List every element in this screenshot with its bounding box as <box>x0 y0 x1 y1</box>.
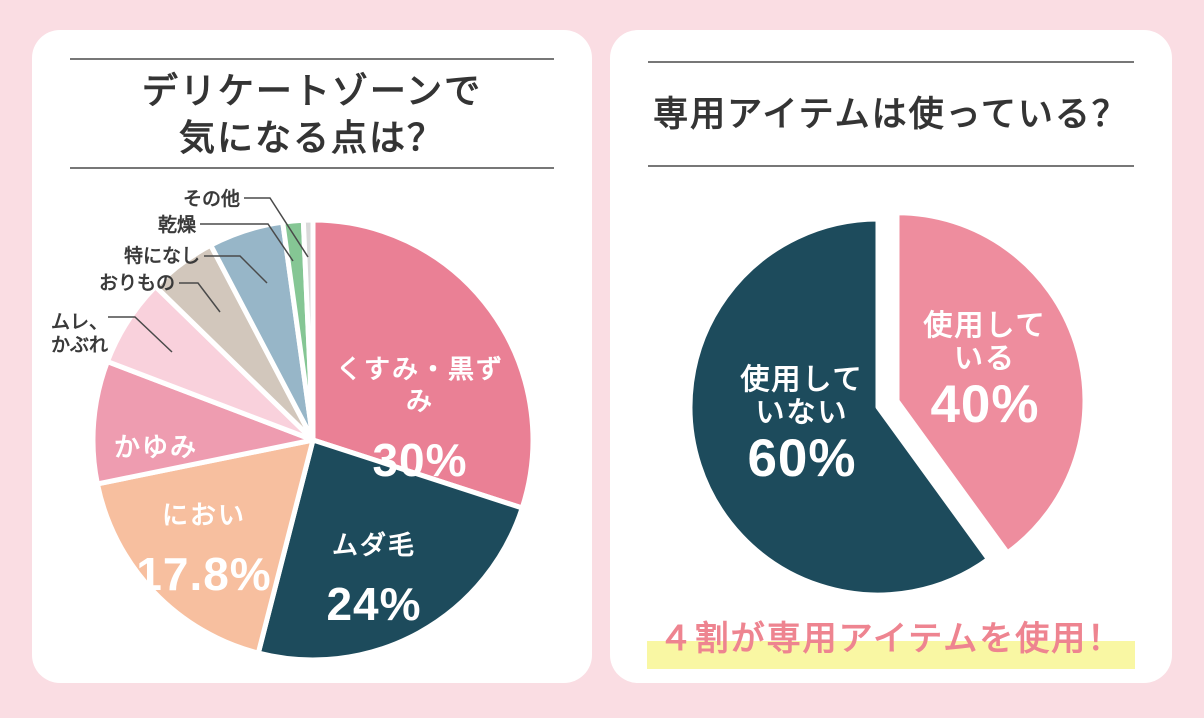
leader-line-tokuninashi <box>204 255 268 284</box>
right-chart-title: 専用アイテムは使っている？ <box>653 94 1129 134</box>
slice-label-not-using: 使用して いない 60% <box>740 364 863 488</box>
left-chart-title-line1: デリケートゾーンで <box>141 69 483 111</box>
left-chart-title-block: デリケートゾーンで 気になる点は？ <box>70 58 554 169</box>
slice-label-kanso: 乾燥 <box>157 215 196 236</box>
leader-line-mure <box>108 316 173 353</box>
leader-line-kanso <box>200 223 294 262</box>
right-chart-title-block: 専用アイテムは使っている？ <box>648 61 1134 167</box>
leader-line-orimono <box>179 282 221 313</box>
right-chart-card: 専用アイテムは使っている？ 使用して いる 40% 使用して いない 60% ４… <box>610 30 1172 683</box>
slice-label-orimono: おりもの <box>98 273 175 294</box>
slice-label-kayumi: かゆみ <box>114 413 198 481</box>
callout-banner: ４割が専用アイテムを使用！ <box>610 611 1172 669</box>
callout-text: ４割が専用アイテムを使用！ <box>646 611 1136 669</box>
slice-value-using: 40% <box>930 375 1040 434</box>
pie-slice <box>300 217 316 443</box>
slice-label-nioi: におい 17.8% <box>136 481 271 617</box>
pie-slice <box>687 216 991 598</box>
slice-name-not-using: 使用して いない <box>740 364 864 429</box>
concerns-pie-chart <box>90 197 536 663</box>
slice-name-using: 使用して いる <box>923 310 1047 375</box>
leader-line-sonota <box>244 197 309 258</box>
slice-label-tokuninashi: 特になし <box>123 246 200 267</box>
slice-value-mudage: 24% <box>326 578 422 630</box>
pie-slice <box>310 217 536 511</box>
slice-name-kusumi: くすみ・黒ずみ <box>335 354 504 416</box>
pie-slice <box>894 210 1088 556</box>
slice-value-not-using: 60% <box>747 429 857 488</box>
left-chart-title-line2: 気になる点は？ <box>178 116 445 158</box>
slice-label-using: 使用して いる 40% <box>923 310 1046 434</box>
slice-name-nioi: におい <box>161 500 246 530</box>
pie-slice <box>90 359 316 487</box>
slice-name-kayumi: かゆみ <box>113 432 199 462</box>
slice-label-mudage: ムダ毛 24% <box>326 511 421 647</box>
slice-value-nioi: 17.8% <box>136 548 272 600</box>
left-chart-card: デリケートゾーンで 気になる点は？ その他 乾燥 特になし おりもの ムレ、 か… <box>32 30 592 683</box>
usage-pie-chart <box>687 210 1088 598</box>
leader-lines <box>108 197 309 353</box>
slice-name-mudage: ムダ毛 <box>331 530 417 560</box>
slice-value-kusumi: 30% <box>372 434 468 486</box>
slice-label-sonota: その他 <box>182 189 240 210</box>
pie-slice <box>255 437 525 663</box>
slice-label-mure-kabure: ムレ、 かぶれ <box>50 312 108 356</box>
pie-slice <box>94 437 316 656</box>
slice-label-kusumi: くすみ・黒ずみ 30% <box>334 335 506 503</box>
